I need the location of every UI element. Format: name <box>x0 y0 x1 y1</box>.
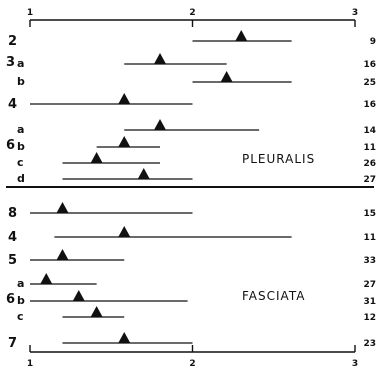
row-sublabel: c <box>17 310 24 323</box>
mean-marker <box>118 226 131 237</box>
range-row: 8 15 <box>8 202 376 221</box>
row-count: 16 <box>363 100 376 110</box>
row-sublabel: b <box>17 75 25 88</box>
mean-marker <box>154 53 166 64</box>
row-label: 3 <box>6 55 15 70</box>
row-sublabel: c <box>17 156 24 169</box>
row-label: 4 <box>8 97 17 112</box>
axis-tick-label: 2 <box>189 359 195 369</box>
mean-marker <box>118 136 131 147</box>
data-rows: 2 93 a 16b 254 16a 146 b 11c 26d 278 154 115 33a 276 b 3… <box>6 30 376 351</box>
row-count: 12 <box>363 313 376 323</box>
range-row: b 25 <box>17 71 376 88</box>
axis-tick-label: 3 <box>352 8 358 18</box>
mean-marker <box>56 202 69 213</box>
mean-marker <box>56 249 69 260</box>
range-row: 6 b 11 <box>6 136 376 153</box>
row-count: 15 <box>363 209 376 219</box>
row-count: 14 <box>363 126 376 136</box>
top-axis: 1 2 3 <box>27 8 358 27</box>
mean-marker <box>40 273 53 284</box>
range-row: 4 11 <box>8 226 376 245</box>
row-count: 16 <box>363 60 376 70</box>
range-row: 7 23 <box>8 332 376 351</box>
row-count: 11 <box>363 233 376 243</box>
row-count: 11 <box>363 143 376 153</box>
mean-marker <box>235 30 248 41</box>
row-count: 23 <box>363 339 376 349</box>
range-row: a 27 <box>17 273 376 290</box>
row-label: 7 <box>8 336 17 351</box>
axis-tick-label: 3 <box>352 359 358 369</box>
bottom-axis: 1 2 3 <box>27 345 358 369</box>
mean-marker <box>220 71 233 82</box>
row-label: 6 <box>6 138 15 153</box>
row-label: 2 <box>8 34 17 49</box>
row-count: 31 <box>363 297 376 307</box>
range-row: 6 b 31 <box>6 290 376 307</box>
row-sublabel: a <box>17 277 24 290</box>
mean-marker <box>154 119 166 130</box>
row-sublabel: d <box>17 172 25 185</box>
mean-marker <box>118 93 131 104</box>
range-row: 5 33 <box>8 249 376 268</box>
row-count: 25 <box>363 78 376 88</box>
row-count: 27 <box>363 280 376 290</box>
row-label: 4 <box>8 230 17 245</box>
axis-tick-label: 1 <box>27 8 33 18</box>
group-label-pleuralis: PLEURALIS <box>242 152 315 166</box>
mean-marker <box>90 306 103 317</box>
range-row: d 27 <box>17 168 376 185</box>
row-sublabel: a <box>17 123 24 136</box>
row-label: 6 <box>6 292 15 307</box>
range-row: c 26 <box>17 152 376 169</box>
row-sublabel: b <box>17 140 25 153</box>
axis-tick-label: 1 <box>27 359 33 369</box>
range-row: c 12 <box>17 306 376 323</box>
axis-tick-label: 2 <box>189 8 195 18</box>
mean-marker <box>137 168 150 179</box>
mean-marker <box>72 290 85 301</box>
row-label: 8 <box>8 206 17 221</box>
row-sublabel: a <box>17 57 24 70</box>
row-count: 9 <box>370 37 376 47</box>
row-count: 33 <box>363 256 376 266</box>
row-count: 27 <box>363 175 376 185</box>
mean-marker <box>118 332 131 343</box>
row-count: 26 <box>363 159 376 169</box>
range-row: a 14 <box>17 119 376 136</box>
row-sublabel: b <box>17 294 25 307</box>
group-label-fasciata: FASCIATA <box>242 289 305 303</box>
row-label: 5 <box>8 253 17 268</box>
range-row: 3 a 16 <box>6 53 376 70</box>
mean-marker <box>90 152 103 163</box>
range-row: 4 16 <box>8 93 376 112</box>
